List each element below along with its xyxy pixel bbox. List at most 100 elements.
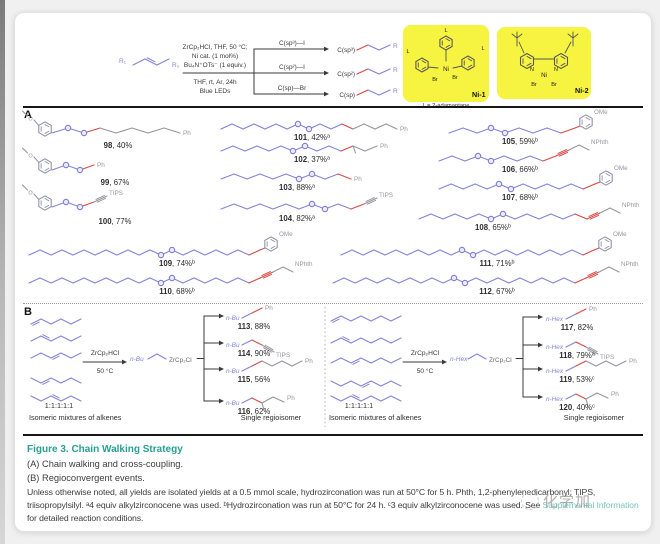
compound-106-label: 106, 66%b <box>502 165 538 174</box>
section-b-left: 1:1:1:1:1 Isomeric mixtures of alkenes ZrC… <box>29 305 313 422</box>
compound-115-label: 115, 56% <box>238 375 271 384</box>
end-group-label: TIPS <box>600 354 614 361</box>
substrate-r2-label: R₂ <box>172 62 180 69</box>
methoxy-o-atom: O <box>28 154 33 160</box>
compound-111-label: 111, 71%b <box>479 259 514 268</box>
electrophile-label: C(sp³)—I <box>279 40 305 47</box>
section-a-top-rule <box>23 106 643 109</box>
electrophile-label: C(sp)—Br <box>278 85 307 92</box>
end-group-label: Ph <box>265 305 273 312</box>
compound-103-structure: Ph <box>220 170 362 183</box>
section-b-right: 1:1:1:1:1 Isomeric mixtures of alkenes ZrC… <box>329 306 637 422</box>
compound-105-structure: OMe <box>448 109 608 137</box>
compound-101-structure: Ph <box>220 120 408 133</box>
condition-line: THF, rt, Ar, 24h <box>193 79 237 86</box>
ni1-metal-label: Ni <box>443 66 449 73</box>
compound-105-label: 105, 59%b <box>502 137 538 146</box>
methoxy-o-atom: O <box>28 117 33 123</box>
end-group-label: TIPS <box>276 352 290 359</box>
temperature-label: 50 °C <box>417 367 434 375</box>
condition-line: Blue LEDs <box>200 88 231 95</box>
compound-107-structure: OMe <box>438 165 628 193</box>
branch-3: C(sp)—Br C(sp) R <box>253 85 398 99</box>
substrate-alkene-structure: R₁ R₂ <box>119 57 180 69</box>
compound-112-structure: NPhth <box>332 261 639 287</box>
end-group-label: NPhth <box>591 139 609 146</box>
section-a-compounds: O Ph 98, 40% O Ph 99, 67% O TIPS 100, 77% Ph 101, … <box>22 109 640 296</box>
compound-108-structure: NPhth <box>418 202 640 223</box>
caption-line-b: (B) Regioconvergent events. <box>27 472 145 483</box>
compound-112-label: 112, 67%b <box>479 287 515 296</box>
compound-101-label: 101, 42%a <box>294 133 330 142</box>
ratio-label: 1:1:1:1:1 <box>345 401 373 410</box>
chain-prefix-label: n-Bu <box>226 342 240 349</box>
zirconocene-label: ZrCp₂Cl <box>489 357 512 364</box>
product-r-label: R <box>393 88 398 95</box>
compound-120-structure: n-Hex Ph <box>522 391 619 407</box>
page-edge-strip <box>0 0 5 544</box>
figure-card: R₁ R₂ ZrCp₂HCl, THF, 50 °C; Ni cat. (1 mol%… <box>14 12 652 532</box>
section-a-label: A <box>24 109 32 121</box>
supplemental-information-link[interactable]: Supplemental Information <box>542 500 639 510</box>
caption-line-a: (A) Chain walking and cross-coupling. <box>27 459 184 469</box>
chain-prefix-label: n-Hex <box>450 356 468 363</box>
regio-label: Single regioisomer <box>564 413 625 422</box>
product-r-label: R <box>393 43 398 50</box>
compound-109-structure: OMe <box>28 231 293 259</box>
branch-2: C(sp²)—I C(sp²) R <box>253 64 398 78</box>
end-group-label: Ph <box>354 176 362 183</box>
ni2-catalyst-box: N N Ni Br Br Ni-2 <box>497 27 591 99</box>
figure-title: Figure 3. Chain Walking Strategy <box>27 444 183 455</box>
compound-118-structure: n-Hex TIPS <box>522 341 614 361</box>
condition-line: ZrCp₂HCl, THF, 50 °C; <box>183 43 248 51</box>
substrate-r1-label: R₁ <box>119 58 127 65</box>
condition-line: Ni cat. (1 mol%) <box>192 53 238 60</box>
end-group-label: OMe <box>279 231 293 238</box>
compound-119-structure: n-Hex Ph <box>522 358 637 375</box>
compound-98-label: 98, 40% <box>104 141 133 150</box>
compound-102-structure: Ph <box>220 142 388 155</box>
chain-prefix-label: n-Bu <box>226 368 240 375</box>
alkylzirconocene-intermediate: n-Hex ZrCp₂Cl <box>450 353 524 364</box>
compound-98-structure: O Ph <box>22 110 191 137</box>
compound-104-label: 104, 82%a <box>279 214 315 223</box>
compound-115-structure: n-Bu Ph <box>203 358 313 375</box>
alkene-mixture-structures <box>30 318 82 402</box>
end-group-label: Ph <box>589 306 597 313</box>
compound-100-label: 100, 77% <box>99 217 132 226</box>
ni1-br-label: Br <box>432 77 438 83</box>
ni2-br-label: Br <box>551 82 557 88</box>
top-scheme: R₁ R₂ ZrCp₂HCl, THF, 50 °C; Ni cat. (1 mol%… <box>119 25 591 109</box>
regio-label: Single regioisomer <box>241 413 302 422</box>
compound-108-label: 108, 65%b <box>475 223 511 232</box>
end-group-label: Ph <box>629 358 637 365</box>
ni1-ligand-label: L <box>481 46 484 52</box>
end-group-label: Ph <box>380 143 388 150</box>
compound-113-label: 113, 88% <box>238 322 271 331</box>
end-group-label: TIPS <box>379 192 393 199</box>
chain-prefix-label: n-Hex <box>546 344 564 351</box>
compound-111-structure: OMe <box>340 231 627 259</box>
compound-99-label: 99, 67% <box>101 178 130 187</box>
temperature-label: 50 °C <box>97 367 114 375</box>
product-r-label: R <box>393 67 398 74</box>
mixture-label: Isomeric mixtures of alkenes <box>329 413 422 422</box>
ni2-name-label: Ni-2 <box>575 86 589 95</box>
ni1-ligand-label: L <box>406 49 409 55</box>
caption-footnote: Unless otherwise noted, all yields are i… <box>27 486 643 525</box>
compound-110-structure: NPhth <box>28 261 313 287</box>
end-group-label: OMe <box>594 109 608 116</box>
compound-103-label: 103, 88%a <box>279 183 315 192</box>
ratio-label: 1:1:1:1:1 <box>45 401 73 410</box>
footnote-text-1: Unless otherwise noted, all yields are i… <box>27 487 596 510</box>
reagent-label: ZrCp₂HCl <box>411 350 440 357</box>
end-group-label: Ph <box>611 391 619 398</box>
end-group-label: OMe <box>613 231 627 238</box>
compound-110-label: 110, 68%b <box>159 287 195 296</box>
end-group-label: TIPS <box>109 190 123 197</box>
end-group-label: OMe <box>614 165 628 172</box>
chain-prefix-label: n-Bu <box>226 315 240 322</box>
electrophile-label: C(sp²)—I <box>279 64 305 71</box>
